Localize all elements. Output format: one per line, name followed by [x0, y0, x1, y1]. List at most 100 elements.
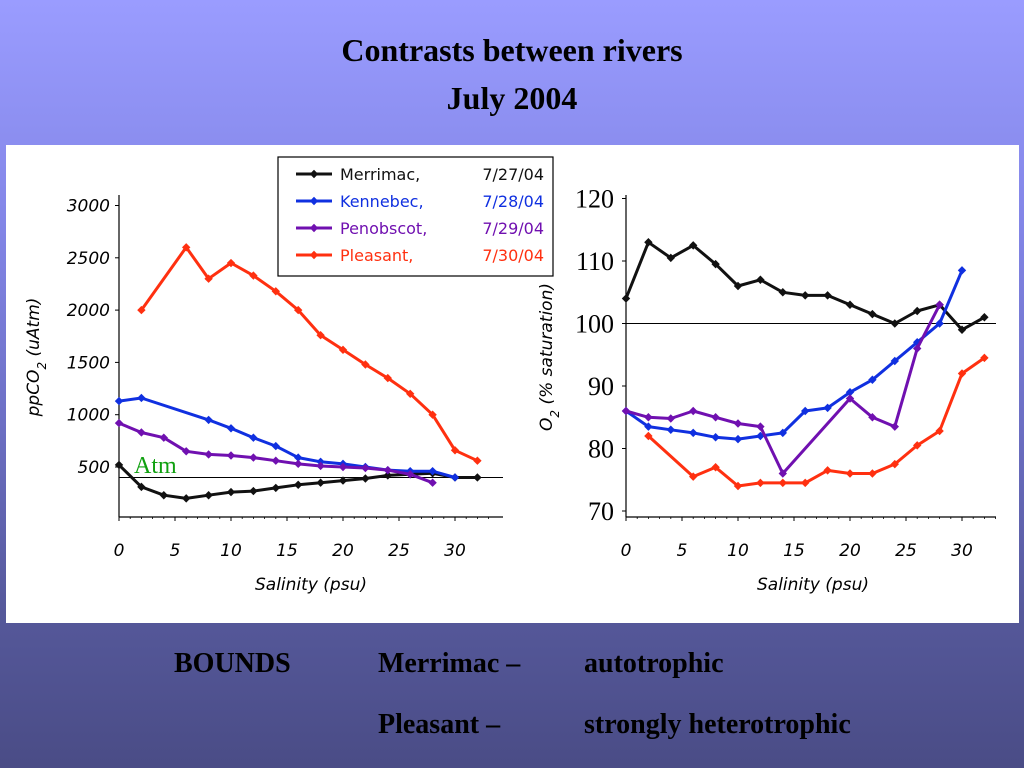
data-point-penobscot — [159, 433, 168, 442]
series-line-kennebec — [625, 269, 964, 441]
y-tick-label: 110 — [576, 247, 614, 276]
legend-river: Pleasant, — [340, 246, 413, 265]
slide-subtitle: July 2004 — [446, 80, 578, 116]
data-point-merrimac — [868, 309, 877, 319]
series-line-penobscot — [625, 304, 941, 475]
y-tick-label: 100 — [575, 310, 614, 339]
data-point-merrimac — [383, 471, 392, 480]
data-point-pleasant — [361, 360, 370, 369]
y-tick-label: 2000 — [67, 301, 110, 321]
data-point-penobscot — [249, 453, 258, 462]
data-point-penobscot — [689, 406, 698, 416]
data-point-kennebec — [137, 393, 146, 403]
data-point-kennebec — [294, 453, 303, 462]
legend-date: 7/29/04 — [482, 219, 544, 238]
legend-marker — [309, 250, 319, 260]
data-point-pleasant — [644, 431, 653, 441]
series-pleasant — [644, 353, 989, 491]
data-point-pleasant — [473, 456, 482, 465]
data-point-kennebec — [711, 433, 720, 442]
y-tick-label: 500 — [78, 458, 110, 478]
merrimac-note: Merrimac – — [378, 648, 521, 679]
legend-date: 7/27/04 — [482, 165, 544, 184]
x-tick-label: 15 — [783, 541, 805, 561]
data-point-merrimac — [711, 259, 720, 269]
data-point-pleasant — [778, 478, 787, 488]
data-point-merrimac — [361, 474, 370, 483]
data-point-kennebec — [249, 433, 258, 442]
data-point-pleasant — [450, 446, 460, 455]
data-point-penobscot — [756, 422, 765, 431]
data-point-pleasant — [935, 426, 944, 436]
data-point-merrimac — [823, 291, 832, 300]
data-point-pleasant — [868, 469, 877, 478]
x-tick-label: 10 — [220, 541, 242, 561]
data-point-pleasant — [823, 466, 832, 475]
data-point-pleasant — [338, 345, 348, 355]
x-tick-label: 25 — [895, 541, 917, 561]
data-point-pleasant — [913, 441, 922, 450]
y-tick-label: 1500 — [67, 353, 110, 373]
data-point-penobscot — [338, 462, 348, 472]
x-tick-label: 5 — [677, 541, 688, 561]
data-point-penobscot — [913, 344, 922, 353]
series-line-merrimac — [624, 240, 986, 332]
right-ylabel: O2 (% saturation) — [537, 283, 562, 431]
series-penobscot — [621, 300, 944, 478]
data-point-merrimac — [666, 253, 675, 263]
pleasant-note: Pleasant – — [378, 709, 501, 740]
data-point-merrimac — [294, 480, 303, 489]
data-point-kennebec — [801, 406, 810, 416]
y-tick-label: 80 — [588, 435, 614, 464]
data-point-merrimac — [159, 491, 168, 500]
data-point-pleasant — [294, 305, 303, 315]
x-tick-label: 5 — [170, 541, 181, 561]
y-tick-label: 3000 — [67, 197, 110, 217]
legend-river: Penobscot, — [340, 219, 427, 238]
right-xlabel: Salinity (psu) — [757, 575, 869, 595]
data-point-penobscot — [226, 451, 236, 460]
data-point-kennebec — [204, 415, 213, 425]
x-tick-label: 20 — [332, 541, 354, 561]
data-point-pleasant — [689, 472, 698, 481]
data-point-merrimac — [845, 300, 855, 309]
data-point-merrimac — [980, 313, 989, 322]
data-point-merrimac — [756, 275, 765, 284]
x-tick-label: 25 — [388, 541, 410, 561]
left-xlabel: Salinity (psu) — [255, 575, 367, 595]
data-point-pleasant — [890, 459, 899, 469]
legend-date: 7/28/04 — [482, 192, 544, 211]
data-point-penobscot — [406, 470, 415, 479]
slide-title: Contrasts between rivers — [341, 32, 683, 68]
data-point-merrimac — [957, 325, 967, 334]
data-point-kennebec — [935, 319, 944, 328]
data-point-penobscot — [935, 300, 944, 309]
y-tick-label: 2500 — [67, 249, 110, 269]
data-point-penobscot — [114, 418, 124, 428]
y-tick-label: 90 — [588, 372, 614, 401]
data-point-kennebec — [666, 425, 675, 434]
figure-panel: 0 5 10 15 20 25 30 500 1000 1500 2000 2500 3000 Atm … — [6, 145, 1019, 623]
data-point-penobscot — [137, 428, 146, 437]
data-point-penobscot — [868, 413, 877, 422]
data-point-kennebec — [845, 388, 855, 397]
legend-date: 7/30/04 — [482, 246, 544, 265]
data-point-kennebec — [114, 396, 124, 406]
data-point-pleasant — [226, 258, 236, 268]
data-point-kennebec — [913, 338, 922, 347]
data-point-pleasant — [980, 353, 989, 363]
data-point-kennebec — [271, 441, 280, 451]
data-point-pleasant — [845, 469, 855, 478]
data-point-merrimac — [778, 288, 787, 297]
x-tick-label: 30 — [444, 541, 466, 561]
x-tick-label: 20 — [839, 541, 861, 561]
legend-river: Merrimac, — [340, 165, 420, 184]
data-point-kennebec — [450, 473, 460, 482]
data-point-merrimac — [226, 487, 236, 497]
data-point-merrimac — [689, 241, 698, 250]
data-point-merrimac — [733, 281, 743, 291]
data-point-penobscot — [182, 447, 191, 456]
data-point-kennebec — [823, 403, 832, 413]
data-point-penobscot — [383, 465, 392, 475]
data-point-penobscot — [711, 413, 720, 422]
